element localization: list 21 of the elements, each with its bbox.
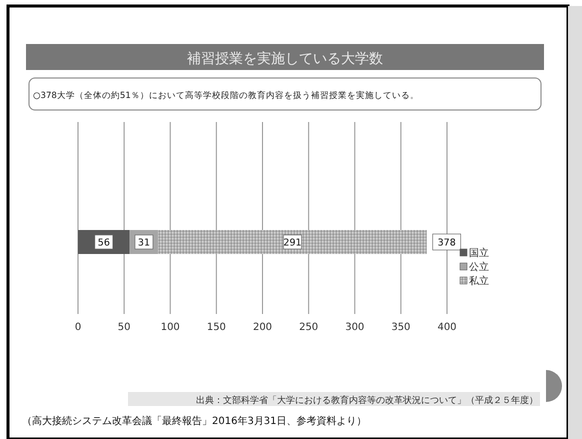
x-tick-label: 350 xyxy=(391,322,410,333)
x-tick-label: 250 xyxy=(299,322,318,333)
legend-label: 私立 xyxy=(469,275,489,287)
bar xyxy=(158,230,427,254)
data-label: 31 xyxy=(138,238,150,248)
x-tick-label: 300 xyxy=(345,322,364,333)
x-tick-label: 200 xyxy=(252,322,272,333)
x-tick-label: 150 xyxy=(206,322,226,333)
x-tick-label: 100 xyxy=(160,322,180,333)
legend-label: 国立 xyxy=(469,247,489,259)
chart-subtitle: ○378大学（全体の約51％）において高等学校段階の教育内容を扱う補習授業を実施している。 xyxy=(33,90,419,101)
data-label: 56 xyxy=(98,238,110,248)
source-note: 出典：文部科学省「大学における教育内容等の改革状況について」（平成２５年度） xyxy=(196,395,538,406)
data-label: 291 xyxy=(283,238,302,248)
chart-title: 補習授業を実施している大学数 xyxy=(187,51,383,67)
x-tick-label: 400 xyxy=(437,322,457,333)
text: （高大接続システム改革会議「最終報告」2016年3月31日、参考資料より） xyxy=(22,415,367,427)
x-tick-label: 50 xyxy=(118,322,130,333)
x-tick-label: 0 xyxy=(74,322,82,333)
legend-label: 公立 xyxy=(469,261,489,273)
total-label: 378 xyxy=(438,238,456,248)
